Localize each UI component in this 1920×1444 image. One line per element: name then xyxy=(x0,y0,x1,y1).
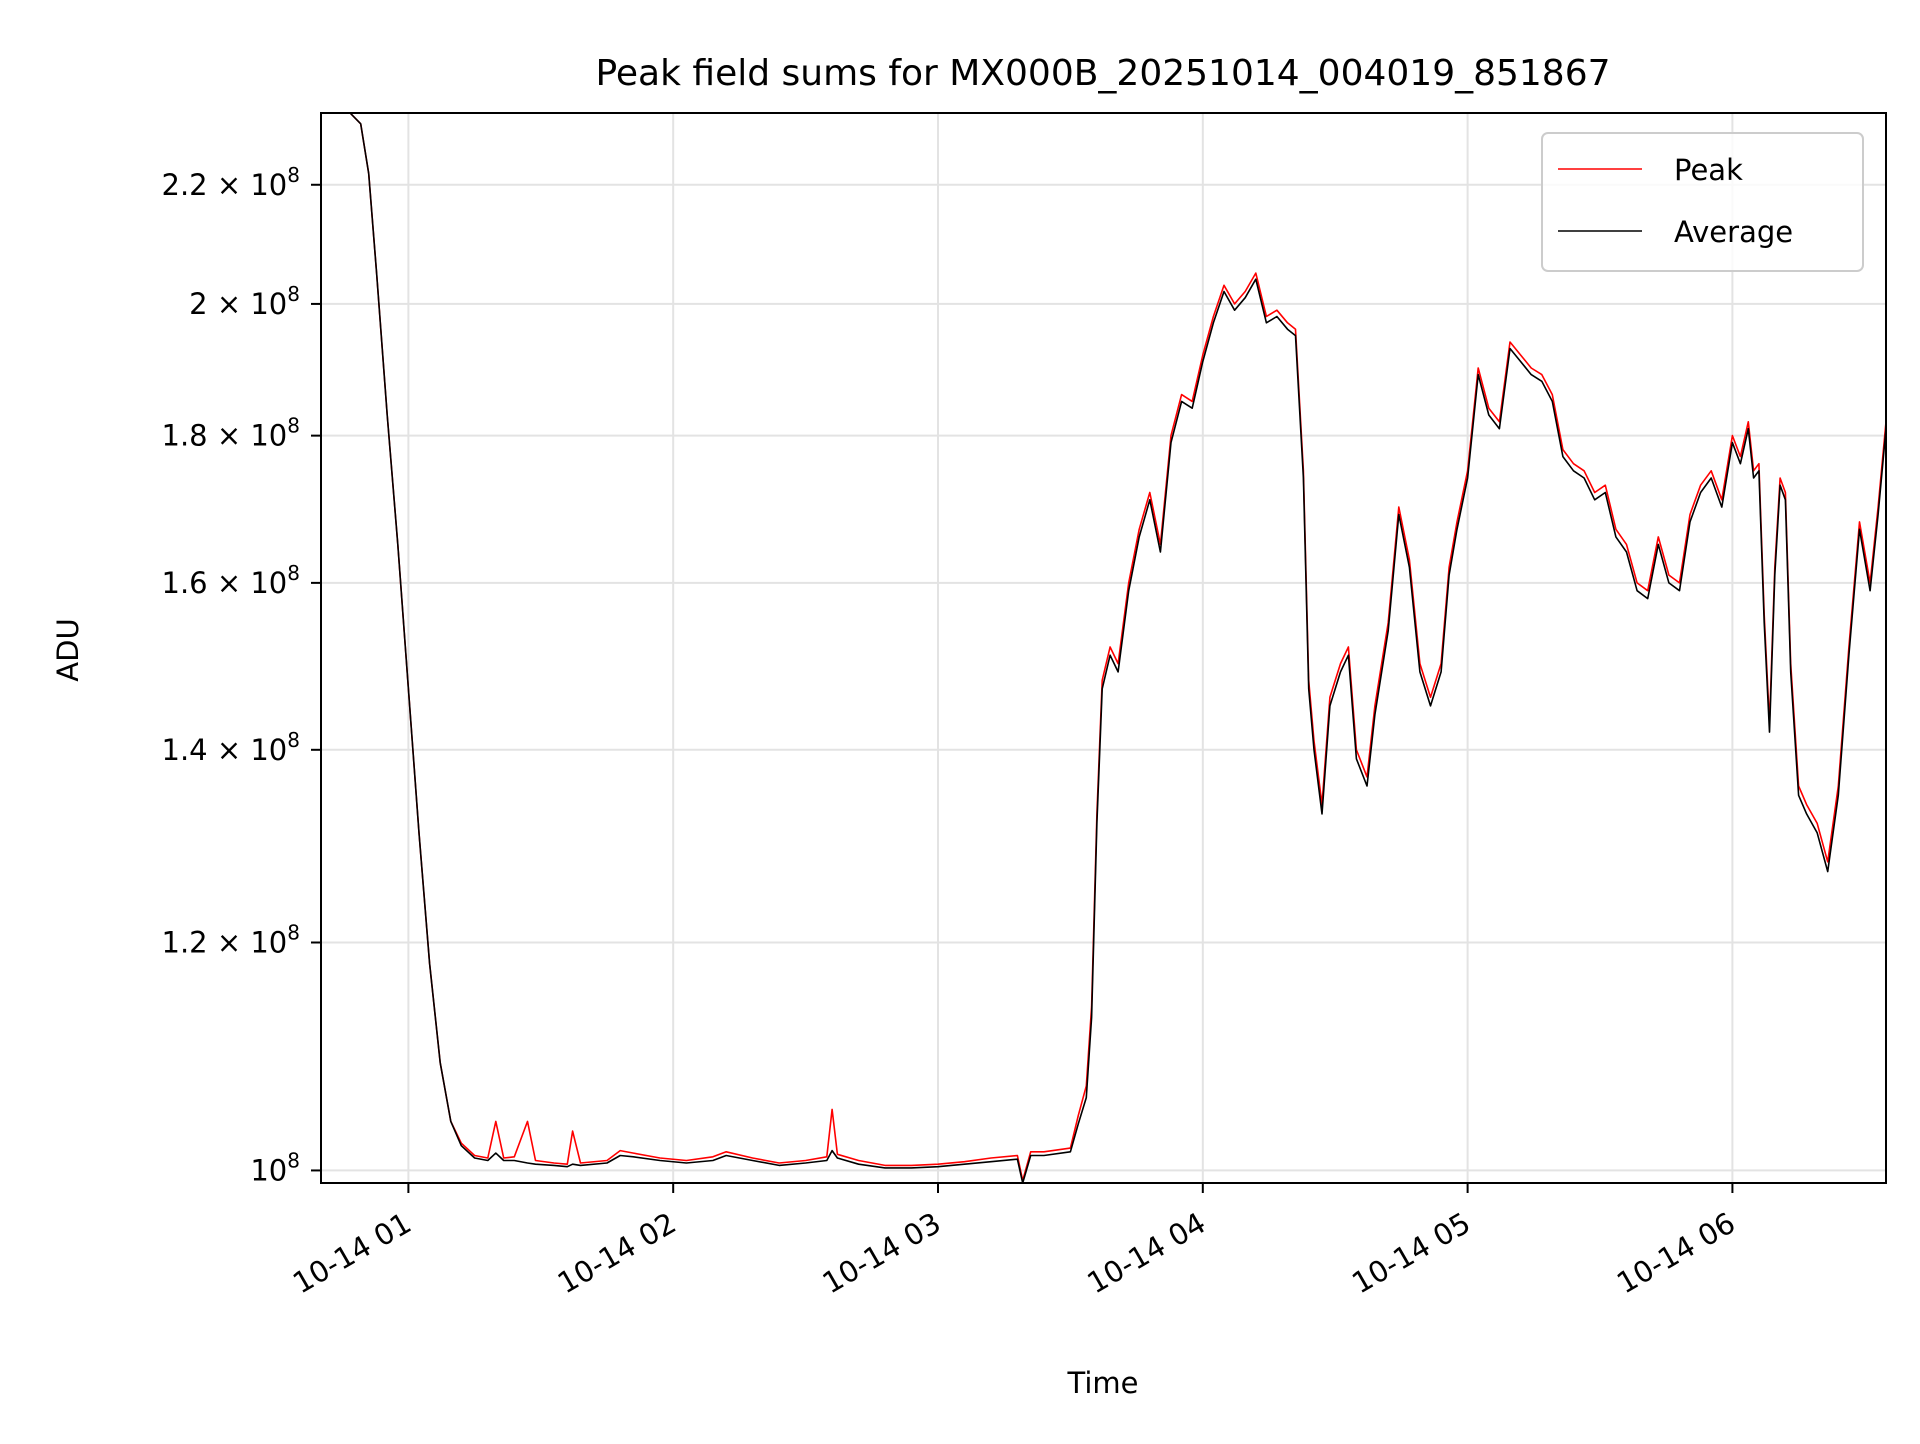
legend-box xyxy=(1541,132,1864,272)
grid-lines xyxy=(321,113,1886,1183)
series-line-peak xyxy=(321,113,1886,1182)
chart-title: Peak field sums for MX000B_20251014_0040… xyxy=(595,53,1610,94)
y-tick-label: 1.8 × 108 xyxy=(162,414,301,453)
x-axis-label: Time xyxy=(1067,1366,1139,1400)
legend-label-average: Average xyxy=(1674,215,1793,249)
y-axis-label: ADU xyxy=(51,618,85,681)
y-tick-label: 2 × 108 xyxy=(189,282,300,321)
legend: Peak Average xyxy=(1541,132,1864,272)
y-tick-label: 108 xyxy=(250,1148,300,1187)
series-layer xyxy=(321,113,1886,1183)
y-tick-label: 2.2 × 108 xyxy=(162,163,301,202)
series-line-average xyxy=(321,113,1886,1183)
y-tick-label: 1.2 × 108 xyxy=(162,921,301,960)
y-tick-label: 1.4 × 108 xyxy=(162,728,301,767)
plot-frame xyxy=(320,112,1887,1184)
y-tick-label: 1.6 × 108 xyxy=(162,561,301,600)
legend-label-peak: Peak xyxy=(1674,153,1743,187)
